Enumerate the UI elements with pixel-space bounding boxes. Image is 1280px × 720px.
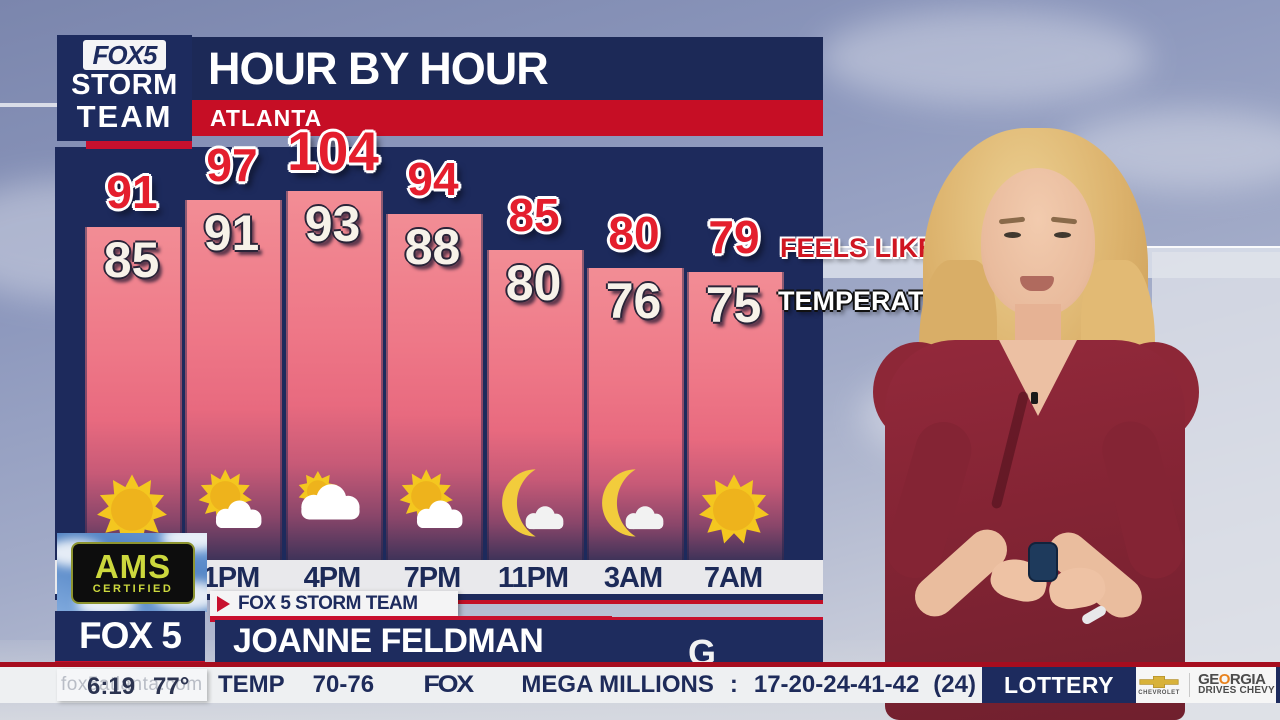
feels-like-value: 79 <box>708 211 760 263</box>
temperature-value: 91 <box>203 205 260 261</box>
time-axis-label: 4PM <box>303 562 362 594</box>
condition-icon-slot <box>83 466 180 550</box>
chevrolet-wordmark: CHEVROLET <box>1138 690 1180 696</box>
fox-network-logo: FOX <box>423 671 474 698</box>
condition-icon-slot <box>685 466 782 550</box>
lottery-label: LOTTERY <box>1004 671 1114 698</box>
sponsor-line1: GEORGIA <box>1198 671 1266 688</box>
condition-icon-slot <box>585 466 682 550</box>
time-temp-box: fox5atlanta.com 6:19 77° <box>57 669 207 701</box>
time-axis-label: 1PM <box>202 562 261 594</box>
current-temp: 77° <box>153 673 190 700</box>
storm-team-logo: FOX5 STORM TEAM <box>57 35 192 141</box>
lapel-mic <box>1031 392 1038 404</box>
storm-team-tag-text: FOX 5 STORM TEAM <box>238 592 418 614</box>
partial-letter: G <box>688 632 717 662</box>
ams-plate: AMS CERTIFIED <box>71 542 195 604</box>
tag-red-underline <box>210 616 612 622</box>
temperature-value: 80 <box>505 255 562 311</box>
clock-time: 6:19 <box>87 673 136 700</box>
peach-o-icon: O <box>1218 671 1231 688</box>
temperature-value: 76 <box>605 273 662 329</box>
presenter-eye <box>1004 232 1021 238</box>
temperature-value: 88 <box>404 219 461 275</box>
feels-like-value: 91 <box>106 166 158 218</box>
condition-icon-slot <box>183 466 280 550</box>
cloud-blob <box>820 10 1150 105</box>
sunny-icon <box>698 474 769 544</box>
chevrolet-bowtie-icon <box>1139 676 1179 688</box>
condition-icon-slot <box>485 466 582 550</box>
legend-temperature: TEMPERAT <box>778 286 925 316</box>
station-logo-text: FOX 5 <box>79 615 182 656</box>
moon-cloud-icon <box>501 469 563 537</box>
feels-like-value: 85 <box>508 189 560 241</box>
feels-like-value: 94 <box>407 153 459 205</box>
chart-location-bar: ATLANTA <box>192 100 823 136</box>
presenter-name: JOANNE FELDMAN <box>233 621 544 660</box>
chart-title-bar: HOUR BY HOUR <box>192 37 823 100</box>
station-logo-box: FOX 5 <box>55 611 205 661</box>
chart-title: HOUR BY HOUR <box>208 42 549 94</box>
moon-cloud-icon <box>601 469 663 537</box>
red-arrow-icon <box>217 595 230 612</box>
time-axis-label: 3AM <box>603 562 663 594</box>
sunny-icon <box>96 474 167 544</box>
ams-certified-badge: AMS CERTIFIED <box>57 533 207 612</box>
station-watermark: fox5atlanta.com <box>61 674 203 695</box>
news-ticker: fox5atlanta.com 6:19 77° TEMP 70-76 FOX … <box>0 667 1280 703</box>
ams-certified-text: CERTIFIED <box>92 583 174 595</box>
chevrolet-logo: CHEVROLET <box>1137 674 1181 696</box>
lottery-game-name: MEGA MILLIONS <box>521 671 714 698</box>
red-divider-line <box>455 600 823 604</box>
logo-red-underline <box>86 141 192 149</box>
temp-range: 70-76 <box>312 671 375 698</box>
presenter-mouth <box>1020 276 1054 291</box>
ticker-content: TEMP 70-76 FOX MEGA MILLIONS : 17-20-24-… <box>218 671 1064 699</box>
ticker-end-cap <box>1276 667 1280 703</box>
legend-feels-like: FEELS LIKE <box>780 233 937 263</box>
mostly-sunny-icon <box>198 469 261 529</box>
temperature-value: 85 <box>103 232 160 288</box>
presenter <box>823 90 1280 720</box>
feels-like-value: 104 <box>287 120 379 182</box>
temp-label: TEMP <box>218 671 285 698</box>
mostly-sunny-icon <box>399 469 462 529</box>
winning-numbers: 17-20-24-41-42 <box>753 671 920 698</box>
feels-like-value: 80 <box>608 207 660 259</box>
tag-red-underline-thin <box>610 617 823 620</box>
ams-text: AMS <box>94 548 172 585</box>
storm-logo-text: STORM <box>71 69 178 101</box>
sponsor-segment: CHEVROLET GEORGIA DRIVES CHEVY <box>1136 667 1276 703</box>
ticker-top-red-line <box>0 662 1280 667</box>
studio-railing-left <box>0 103 57 107</box>
condition-icon-slot <box>284 466 381 550</box>
sponsor-divider <box>1189 673 1191 697</box>
partly-cloudy-icon <box>298 471 360 520</box>
chart-location: ATLANTA <box>210 104 323 131</box>
storm-team-tag: FOX 5 STORM TEAM <box>210 591 458 616</box>
fox5-logo-text: FOX5 <box>82 40 167 70</box>
team-logo-text: TEAM <box>76 99 173 134</box>
sponsor-line2: DRIVES CHEVY <box>1198 685 1275 696</box>
sponsor-text: GEORGIA DRIVES CHEVY <box>1198 671 1275 696</box>
condition-icon-slot <box>384 466 481 550</box>
temperature-value: 93 <box>304 196 361 252</box>
temperature-value: 75 <box>705 277 762 333</box>
presenter-name-bar: JOANNE FELDMAN G <box>215 620 823 662</box>
lottery-segment: LOTTERY <box>982 667 1136 703</box>
time-axis-label: 11PM <box>497 562 569 594</box>
time-axis-label: 7AM <box>703 562 763 594</box>
presenter-eye <box>1054 232 1071 238</box>
feels-like-value: 97 <box>206 139 258 191</box>
presenter-face <box>981 168 1095 316</box>
time-axis-label: 7PM <box>403 562 462 594</box>
bonus-number: (24) <box>933 671 976 698</box>
ticker-separator: : <box>729 671 738 698</box>
presenter-clicker <box>1028 542 1058 582</box>
